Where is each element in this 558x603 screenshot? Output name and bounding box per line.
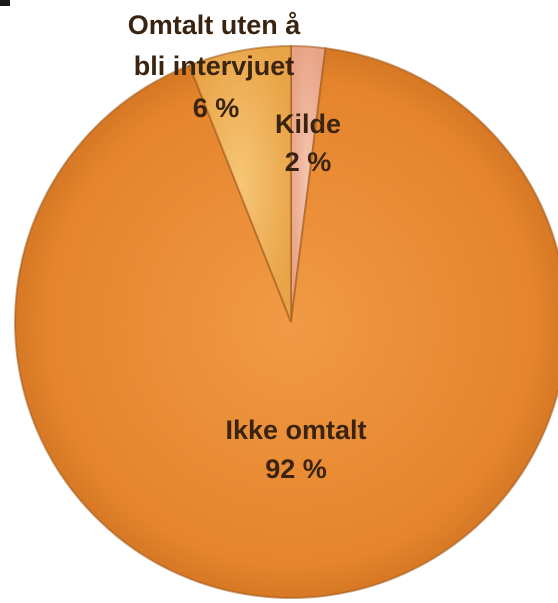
pie-slice-omtalt-uten-bli-intervjuet [188,44,292,323]
pie-slices [13,44,558,599]
pie-labels: Kilde 2 % Ikke omtalt 92 % Omtalt uten å… [128,10,367,484]
slice-label-omtalt-uten-a: Omtalt uten å [128,10,302,40]
slice-label-ikke-omtalt: Ikke omtalt [225,415,366,445]
pie-slice-ikke-omtalt [13,47,558,599]
slice-label-kilde: Kilde [275,109,341,139]
slice-value-omtalt: 6 % [193,93,240,123]
corner-mark [0,0,10,6]
slice-label-bli-intervjuet: bli intervjuet [134,51,295,81]
slice-value-kilde: 2 % [285,147,332,177]
slice-value-ikke-omtalt: 92 % [265,454,327,484]
